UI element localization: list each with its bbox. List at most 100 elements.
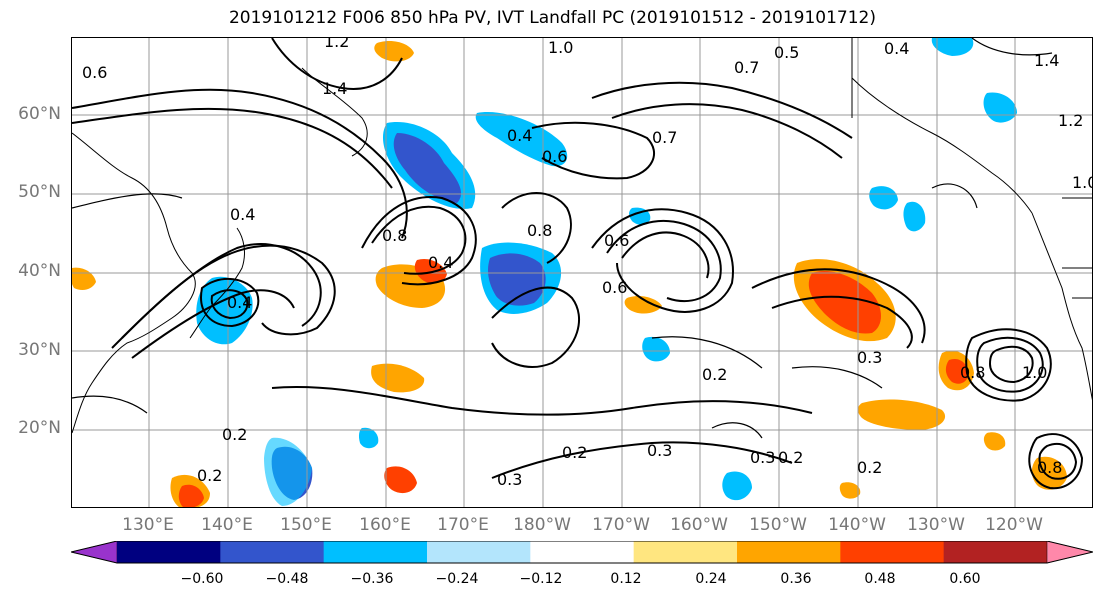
colorbar-tick-label: 0.48 [864, 571, 896, 587]
pos-region-east-pacific-south [857, 399, 946, 430]
asia-coast [72, 132, 196, 434]
contour-cutoff-1 [965, 328, 1052, 402]
alaska-coast [851, 77, 1033, 214]
contour-label: 0.8 [1037, 458, 1062, 477]
colorbar-segment [943, 541, 1048, 563]
colorbar [71, 541, 1093, 564]
contour-label: 0.2 [702, 365, 727, 384]
colorbar-tick-label: −0.60 [180, 571, 224, 587]
contour-label: 0.6 [542, 147, 567, 166]
contour-jet-west-3 [131, 289, 295, 359]
contour-label: 0.6 [604, 231, 629, 250]
colorbar-tick-label: −0.48 [265, 571, 309, 587]
colorbar-tick-label: −0.12 [519, 571, 563, 587]
colorbar-tick-label: 0.60 [949, 571, 981, 587]
contour-label: 1.2 [1058, 111, 1083, 130]
contour-label: 0.4 [428, 253, 453, 272]
neg-region-alaska [983, 92, 1017, 123]
colorbar-segment [530, 541, 635, 563]
lat-label-30n: 30°N [18, 340, 61, 360]
contour-jet-west-2 [121, 243, 322, 339]
contour-ridge-1 [361, 196, 477, 286]
colorbar-segment [323, 541, 428, 563]
colorbar-extend-min [71, 541, 118, 564]
lon-label-170w: 170°W [592, 515, 650, 535]
contour-nw-1 [271, 38, 403, 90]
contour-label: 1.0 [548, 38, 573, 57]
contour-label: 1.0 [1022, 363, 1047, 382]
lat-label-50n: 50°N [18, 182, 61, 202]
colorbar-outline [71, 541, 1093, 564]
pos-region-south-central [371, 363, 425, 393]
colorbar-tick-label: 0.36 [780, 571, 812, 587]
coastlines [72, 38, 1092, 434]
lon-label-180w: 180°W [513, 515, 571, 535]
contour-ridge-2 [371, 205, 467, 275]
contour-aleutian-2 [611, 103, 843, 159]
neg-region-nw-corner [931, 38, 974, 56]
contour-label: 0.7 [652, 128, 677, 147]
contour-label: 0.3 [857, 348, 882, 367]
pos-region-central-core [414, 258, 447, 284]
lat-label-40n: 40°N [18, 261, 61, 281]
contour-label: 0.2 [857, 458, 882, 477]
colorbar-tick-label: 0.12 [610, 571, 642, 587]
contour-label: 0.2 [562, 443, 587, 462]
contour-label: 0.3 [497, 470, 522, 489]
pos-region-sw-core [178, 484, 204, 507]
contour-se-loop-2 [1038, 443, 1078, 480]
contour-label: 0.4 [230, 205, 255, 224]
contour-east-2 [771, 295, 913, 349]
lat-label-60n: 60°N [18, 104, 61, 124]
lat-label-20n: 20°N [18, 418, 61, 438]
pos-region-dateline-small [624, 295, 662, 314]
neg-region-central-south [642, 336, 670, 362]
lon-label-130e: 130°E [122, 515, 174, 535]
lon-label-160e: 160°E [359, 515, 411, 535]
pos-region-east-pacific-core [808, 270, 881, 334]
pos-region-south-small [384, 466, 417, 494]
contour-label: 1.4 [322, 79, 347, 98]
neg-region-dateline-core [488, 253, 546, 306]
contour-trough-3 [621, 231, 710, 279]
colorbar-tick-label: −0.24 [435, 571, 479, 587]
pv-contours-thin [72, 38, 1053, 439]
contour-label: 0.5 [774, 43, 799, 62]
contour-south-1 [271, 386, 813, 416]
colorbar-segment [633, 541, 738, 563]
map-panel: 1.2 1.4 1.0 0.6 0.5 0.4 0.7 0.4 0.6 0.8 … [71, 37, 1093, 508]
contour-north-2 [72, 107, 393, 189]
contour-label: 0.3 [647, 441, 672, 460]
neg-region-aleutian-w [475, 112, 568, 167]
contour-label: 0.8 [382, 226, 407, 245]
contour-south-2 [491, 441, 793, 479]
contour-label: 0.3 [750, 448, 775, 467]
contour-label: 1.0 [1072, 173, 1093, 192]
lon-label-150w: 150°W [749, 515, 807, 535]
colorbar-segment [737, 541, 841, 563]
contour-japan-loop [200, 277, 260, 328]
colorbar-tick-label: 0.24 [695, 571, 727, 587]
neg-region-kuril-core [393, 133, 462, 203]
pos-region-north [374, 41, 414, 62]
contour-label: 0.2 [197, 466, 222, 485]
colorbar-segment [117, 541, 221, 563]
lon-label-170e: 170°E [437, 515, 489, 535]
lon-label-150e: 150°E [280, 515, 332, 535]
north-america-coast [1031, 212, 1092, 401]
contour-cutoff-3 [988, 345, 1034, 384]
lon-label-140e: 140°E [201, 515, 253, 535]
contour-trough-2 [606, 220, 722, 303]
contour-label: 0.4 [507, 126, 532, 145]
contour-east-1 [751, 268, 926, 344]
contour-label: 1.4 [1034, 51, 1059, 70]
pos-region-se-small [983, 432, 1006, 451]
colorbar-segment [840, 541, 945, 563]
lon-label-130w: 130°W [907, 515, 965, 535]
lon-label-140w: 140°W [828, 515, 886, 535]
contour-north-box [531, 121, 656, 180]
neg-region-se [722, 471, 752, 501]
contour-cutoff-2 [976, 336, 1044, 393]
lon-label-120w: 120°W [985, 515, 1043, 535]
colorbar-segment [220, 541, 325, 563]
